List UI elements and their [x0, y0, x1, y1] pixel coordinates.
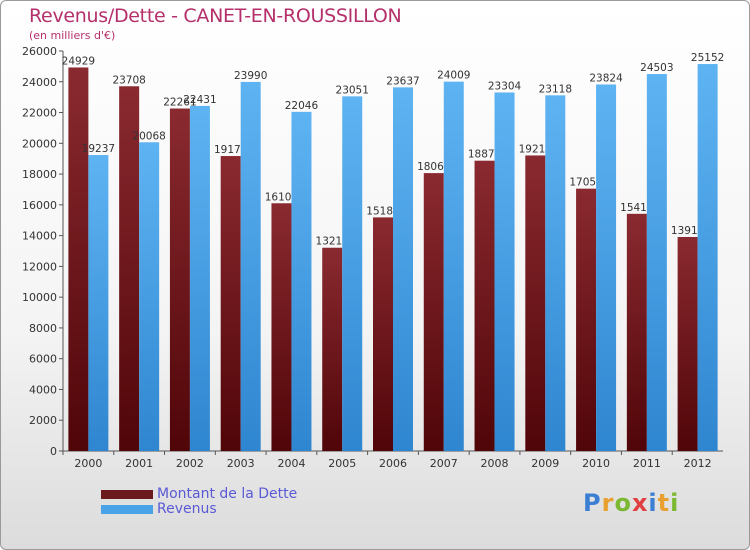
data-label-revenus: 23118	[539, 83, 572, 95]
logo-letter: t	[657, 489, 671, 517]
bar-revenus	[88, 155, 109, 452]
y-tick-label: 8000	[29, 322, 57, 335]
x-tick-label: 2012	[684, 457, 712, 470]
y-tick-label: 10000	[22, 291, 57, 304]
legend-swatch-dette	[101, 490, 153, 499]
bar-dette	[626, 213, 647, 451]
bar-dette	[271, 203, 292, 451]
y-tick-label: 4000	[29, 383, 57, 396]
bar-revenus	[494, 92, 515, 451]
x-tick-label: 2001	[125, 457, 153, 470]
bar-revenus	[189, 105, 210, 452]
data-label-revenus: 22046	[285, 100, 319, 112]
bar-revenus	[646, 74, 667, 452]
data-label-dette: 16103	[265, 191, 298, 203]
y-tick-label: 24000	[22, 76, 57, 89]
data-label-dette: 15417	[620, 202, 653, 214]
legend-label-dette: Montant de la Dette	[157, 486, 298, 502]
logo-letter: i	[670, 489, 680, 517]
data-label-revenus: 23051	[336, 84, 369, 96]
data-label-dette: 18064	[417, 161, 451, 173]
logo-letter: x	[631, 489, 649, 517]
bar-dette	[220, 156, 241, 452]
bar-dette	[322, 247, 343, 451]
data-label-dette: 15184	[366, 205, 400, 217]
bar-revenus	[240, 81, 261, 451]
bar-revenus	[443, 81, 464, 451]
y-tick-label: 16000	[22, 199, 57, 212]
data-label-dette: 24929	[62, 55, 95, 67]
data-label-revenus: 23824	[589, 72, 623, 84]
x-tick-label: 2005	[328, 457, 356, 470]
bar-dette	[474, 160, 495, 451]
bar-revenus	[342, 96, 363, 451]
data-label-dette: 19172	[214, 144, 247, 156]
x-tick-label: 2011	[633, 457, 661, 470]
data-label-revenus: 20068	[132, 130, 165, 142]
x-tick-label: 2007	[430, 457, 458, 470]
data-label-revenus: 19237	[82, 143, 115, 155]
data-label-revenus: 24009	[437, 70, 470, 82]
data-label-revenus: 22431	[183, 94, 216, 106]
y-tick-label: 6000	[29, 353, 57, 366]
logo-letter: P	[583, 489, 602, 517]
chart-title: Revenus/Dette - CANET-EN-ROUSSILLON	[29, 5, 402, 27]
bar-dette	[525, 155, 546, 451]
x-tick-label: 2000	[74, 457, 102, 470]
bar-revenus	[545, 95, 566, 451]
x-tick-label: 2008	[481, 457, 509, 470]
y-tick-label: 20000	[22, 137, 57, 150]
y-tick-label: 2000	[29, 414, 57, 427]
data-label-revenus: 25152	[691, 52, 724, 64]
y-tick-label: 14000	[22, 230, 57, 243]
bar-revenus	[393, 87, 413, 451]
data-label-dette: 13212	[316, 236, 349, 248]
y-tick-label: 0	[50, 445, 57, 458]
bar-revenus	[697, 64, 718, 452]
y-tick-label: 26000	[22, 45, 57, 58]
data-label-revenus: 23637	[386, 75, 419, 87]
bar-dette	[119, 86, 140, 451]
data-label-dette: 13910	[671, 225, 704, 237]
x-tick-label: 2004	[277, 457, 305, 470]
bar-revenus	[596, 84, 617, 451]
legend-label-revenus: Revenus	[157, 501, 217, 517]
data-label-revenus: 24503	[640, 62, 673, 74]
data-label-dette: 22261	[163, 97, 196, 109]
x-tick-label: 2009	[531, 457, 559, 470]
x-tick-label: 2010	[582, 457, 610, 470]
y-tick-label: 22000	[22, 107, 57, 120]
y-tick-label: 12000	[22, 260, 57, 273]
logo-letter: i	[648, 489, 658, 517]
data-label-dette: 23708	[112, 74, 145, 86]
data-label-dette: 19210	[519, 143, 552, 155]
bar-dette	[677, 237, 698, 451]
logo-letter: r	[601, 489, 615, 517]
logo-letter: o	[614, 489, 632, 517]
y-tick-label: 18000	[22, 168, 57, 181]
data-label-revenus: 23304	[488, 80, 522, 92]
bar-revenus	[139, 142, 160, 451]
bar-dette	[576, 188, 597, 451]
bar-dette	[169, 108, 190, 452]
x-tick-label: 2003	[227, 457, 255, 470]
x-tick-label: 2006	[379, 457, 407, 470]
data-label-dette: 17052	[569, 177, 602, 189]
chart-subtitle: (en milliers d'€)	[29, 29, 116, 42]
legend-swatch-revenus	[101, 505, 153, 514]
data-label-revenus: 23990	[234, 70, 267, 82]
x-tick-label: 2002	[176, 457, 204, 470]
bar-dette	[423, 173, 444, 452]
proxiti-logo: Proxiti	[583, 489, 679, 517]
data-label-dette: 18870	[468, 149, 501, 161]
bar-dette	[373, 217, 393, 451]
bar-revenus	[291, 111, 312, 451]
bar-dette	[68, 67, 89, 451]
